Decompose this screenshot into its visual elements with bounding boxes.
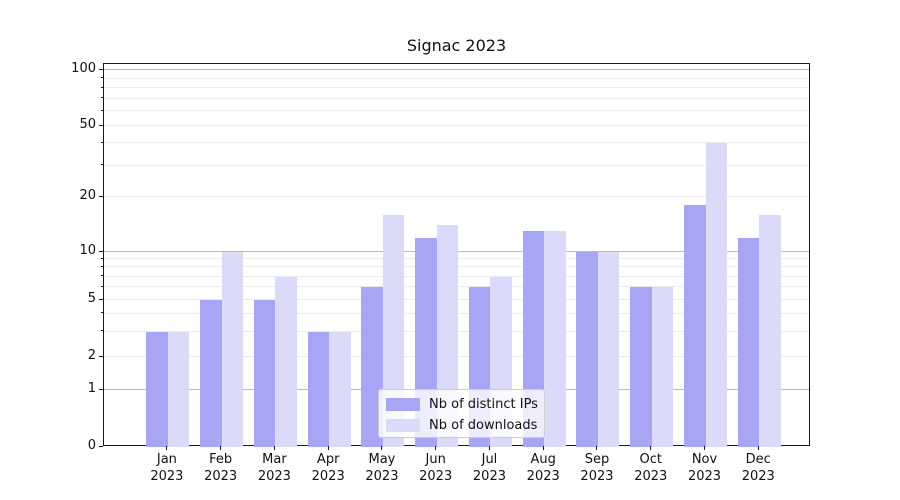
x-axis-tick-label: Feb 2023 [204, 452, 238, 484]
x-axis-tickmark [220, 446, 222, 450]
minor-gridline [104, 77, 809, 79]
chart-title: Signac 2023 [406, 36, 507, 55]
y-axis-minor-tickmark [101, 109, 103, 111]
y-axis-minor-tickmark [101, 257, 103, 259]
x-axis-tick-label: Aug 2023 [526, 452, 560, 484]
x-axis-tick-label: Mar 2023 [257, 452, 291, 484]
bar-distinct-ips [361, 287, 383, 447]
x-axis-tick-label: Dec 2023 [741, 452, 775, 484]
x-axis-tick-label: Jul 2023 [472, 452, 506, 484]
y-axis-minor-tickmark [101, 275, 103, 277]
bar-downloads [221, 252, 244, 447]
x-axis-tickmark [596, 446, 598, 450]
legend-swatch-downloads [386, 419, 420, 432]
bar-distinct-ips [737, 237, 760, 447]
x-axis-tickmark [273, 446, 275, 450]
legend-label-distinct-ips: Nb of distinct IPs [429, 396, 538, 412]
legend-swatch-distinct-ips [386, 398, 420, 411]
bar-downloads [167, 331, 190, 447]
major-gridline [104, 69, 809, 70]
bar-downloads [544, 231, 566, 447]
y-axis-tickmark [99, 195, 103, 197]
x-axis-tickmark [650, 446, 652, 450]
x-axis-tick-label: Oct 2023 [634, 452, 668, 484]
plot-area [103, 63, 810, 447]
bar-downloads [705, 143, 727, 447]
x-axis-tickmark [327, 446, 329, 450]
y-axis-tick-label: 2 [87, 348, 96, 363]
x-axis-tick-label: Sep 2023 [580, 452, 614, 484]
y-axis-minor-tickmark [101, 77, 103, 78]
y-axis-tick-label: 1 [87, 381, 96, 396]
y-axis-tickmark [99, 445, 103, 447]
y-axis-tick-label: 10 [79, 243, 96, 258]
bar-distinct-ips [684, 205, 706, 447]
y-axis-minor-tickmark [101, 164, 103, 166]
bar-downloads [329, 331, 351, 447]
y-axis-tickmark [99, 250, 103, 252]
bar-downloads [275, 276, 297, 447]
y-axis-tick-label: 100 [71, 61, 96, 76]
legend-entry: Nb of downloads [386, 416, 544, 435]
x-axis-tickmark [704, 446, 705, 450]
y-axis-tickmark [99, 355, 103, 357]
x-axis-tickmark [435, 446, 437, 450]
y-axis-tick-label: 0 [87, 438, 96, 453]
minor-gridline [104, 110, 809, 112]
y-axis-tickmark [99, 388, 103, 390]
y-axis-minor-tickmark [101, 285, 103, 287]
minor-gridline [104, 125, 809, 126]
x-axis-tickmark [166, 446, 168, 450]
bar-distinct-ips [146, 331, 168, 447]
x-axis-tick-label: Nov 2023 [687, 452, 722, 484]
y-axis-tick-label: 50 [79, 117, 96, 132]
bar-downloads [597, 252, 620, 447]
legend-label-downloads: Nb of downloads [429, 417, 538, 433]
bar-downloads [382, 214, 405, 447]
x-axis-tickmark [381, 446, 383, 450]
minor-gridline [104, 196, 809, 197]
bar-distinct-ips [576, 252, 598, 447]
legend: Nb of distinct IPs Nb of downloads [378, 389, 545, 438]
bar-downloads [651, 287, 674, 447]
y-axis-minor-tickmark [101, 265, 103, 267]
x-axis-tickmark [757, 446, 759, 450]
legend-entry: Nb of distinct IPs [386, 395, 544, 414]
bar-distinct-ips [253, 300, 276, 447]
y-axis-minor-tickmark [101, 97, 103, 99]
minor-gridline [104, 164, 809, 166]
x-axis-tick-label: Apr 2023 [311, 452, 345, 484]
bar-distinct-ips [307, 331, 330, 447]
bar-distinct-ips [200, 300, 222, 447]
y-axis-tick-label: 20 [79, 188, 96, 203]
y-axis-minor-tickmark [101, 141, 103, 143]
y-axis-minor-tickmark [101, 312, 103, 314]
x-axis-tick-label: Jan 2023 [150, 452, 184, 484]
y-axis-tickmark [99, 124, 103, 126]
minor-gridline [104, 97, 809, 99]
y-axis-tickmark [99, 298, 103, 300]
bar-downloads [759, 214, 781, 447]
y-axis-minor-tickmark [101, 330, 103, 332]
x-axis-tick-label: May 2023 [365, 452, 399, 484]
x-axis-tick-label: Jun 2023 [419, 452, 453, 484]
y-axis-tickmark [99, 68, 103, 70]
y-axis-minor-tickmark [101, 86, 103, 88]
x-axis-tickmark [542, 446, 544, 450]
x-axis-tickmark [488, 446, 490, 450]
minor-gridline [104, 87, 809, 89]
minor-gridline [104, 142, 809, 144]
bar-distinct-ips [630, 287, 652, 447]
y-axis-tick-label: 5 [87, 291, 96, 306]
